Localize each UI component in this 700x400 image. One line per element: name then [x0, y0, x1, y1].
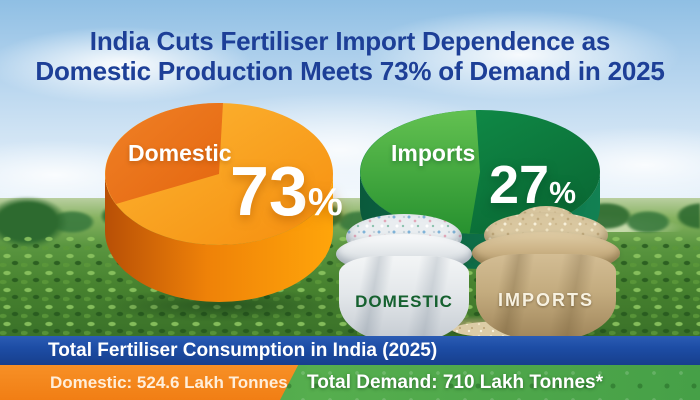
- domestic-pie-shadow: [100, 288, 344, 322]
- domestic-pie: [105, 102, 333, 302]
- domestic-bag-body: DOMESTIC: [339, 256, 469, 342]
- page-title: India Cuts Fertiliser Import Dependence …: [0, 26, 700, 86]
- title-line-1: India Cuts Fertiliser Import Dependence …: [89, 26, 611, 56]
- footer-heading: Total Fertiliser Consumption in India (2…: [48, 340, 438, 361]
- domestic-slice-label: Domestic: [128, 140, 232, 166]
- imports-bag-body: IMPORTS: [476, 254, 616, 340]
- domestic-stat-text: Domestic: 524.6 Lakh Tonnes: [50, 373, 288, 392]
- imports-value-percent-sign: %: [549, 177, 576, 210]
- domestic-bag-label: DOMESTIC: [355, 292, 453, 311]
- imports-fertiliser-bag: IMPORTS: [472, 206, 620, 340]
- total-demand-text: Total Demand: 710 Lakh Tonnes*: [307, 372, 603, 393]
- footer-heading-bar: Total Fertiliser Consumption in India (2…: [0, 336, 700, 365]
- domestic-value-percent-sign: %: [307, 181, 343, 224]
- imports-value-number: 27: [489, 155, 550, 215]
- imports-slice-value: 27%: [489, 158, 576, 212]
- domestic-value-number: 73: [230, 152, 308, 230]
- footer-stats-strip: Domestic: 524.6 Lakh Tonnes Total Demand…: [0, 365, 700, 400]
- imports-bag-label: IMPORTS: [497, 290, 594, 310]
- domestic-stat-panel: [0, 365, 299, 400]
- title-line-2: Domestic Production Meets 73% of Demand …: [35, 56, 665, 86]
- imports-slice-label: Imports: [391, 140, 476, 166]
- domestic-fertiliser-bag: DOMESTIC: [336, 214, 472, 342]
- domestic-slice-value: 73%: [230, 156, 343, 226]
